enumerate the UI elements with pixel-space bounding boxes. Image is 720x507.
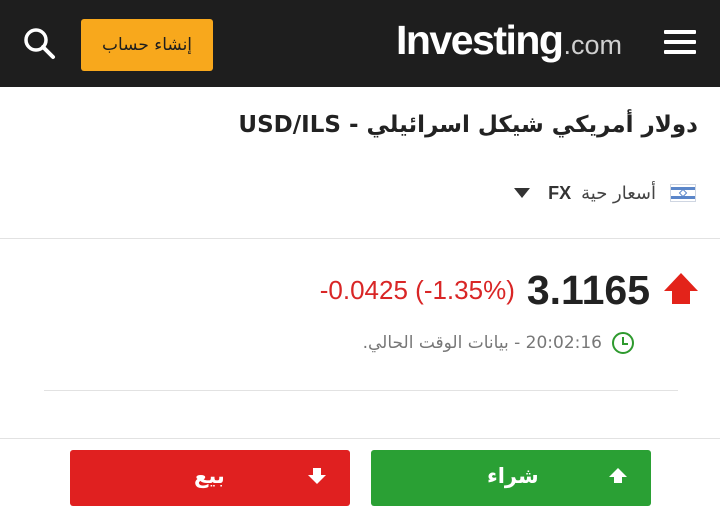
buy-button[interactable]: شراء	[371, 450, 651, 506]
investing-logo[interactable]: Investing .com	[396, 17, 622, 67]
clock-hand	[622, 343, 628, 345]
flag-stripe	[671, 187, 695, 190]
time-status-text: 20:02:16 - بيانات الوقت الحالي.	[363, 333, 602, 353]
arrow-head	[664, 273, 698, 291]
price-row: -0.0425 (-1.35%) 3.1165	[320, 262, 698, 318]
up-arrow-icon	[664, 273, 698, 307]
israel-flag-icon	[670, 184, 696, 202]
divider	[44, 390, 678, 391]
flag-stripe	[671, 196, 695, 199]
clock-hand	[622, 337, 624, 344]
sell-button[interactable]: بيع	[70, 450, 350, 506]
hamburger-line	[664, 40, 696, 44]
caret-down-icon[interactable]	[514, 188, 531, 198]
data-type-label: أسعار حية	[581, 182, 656, 204]
search-button[interactable]	[20, 24, 60, 64]
hamburger-menu-button[interactable]	[664, 30, 696, 56]
hamburger-line	[664, 50, 696, 54]
arrow-head	[609, 468, 627, 477]
last-price: 3.1165	[526, 266, 650, 313]
change-percent: (-1.35%)	[415, 274, 515, 305]
arrow-stem	[672, 290, 690, 304]
arrow-down-icon	[308, 468, 328, 488]
quote-time: 20:02:16	[525, 333, 602, 353]
arrow-stem	[614, 476, 622, 483]
hamburger-menu-icon	[664, 30, 696, 34]
create-account-button[interactable]: إنشاء حساب	[81, 19, 213, 71]
arrow-up-icon	[609, 468, 629, 488]
logo-text: Investing	[396, 17, 564, 63]
instrument-meta: أسعار حية FX	[514, 178, 696, 208]
divider	[0, 238, 720, 239]
market-label[interactable]: FX	[548, 182, 572, 203]
sell-label: بيع	[194, 464, 225, 488]
instrument-title: دولار أمريكي شيكل اسرائيلي - USD/ILS	[238, 112, 698, 138]
top-navigation-bar: إنشاء حساب Investing .com	[0, 0, 720, 87]
divider	[0, 438, 720, 439]
buy-label: شراء	[487, 464, 539, 488]
logo-domain: .com	[563, 30, 622, 60]
arrow-stem	[313, 468, 321, 476]
arrow-head	[308, 475, 326, 484]
create-account-label: إنشاء حساب	[101, 35, 193, 55]
realtime-status: 20:02:16 - بيانات الوقت الحالي.	[363, 330, 634, 356]
clock-icon	[612, 332, 634, 354]
change-value: -0.0425 (-1.35%)	[320, 275, 515, 306]
search-icon	[24, 28, 55, 59]
change-amount: -0.0425	[319, 274, 408, 305]
time-label: - بيانات الوقت الحالي.	[362, 333, 521, 353]
